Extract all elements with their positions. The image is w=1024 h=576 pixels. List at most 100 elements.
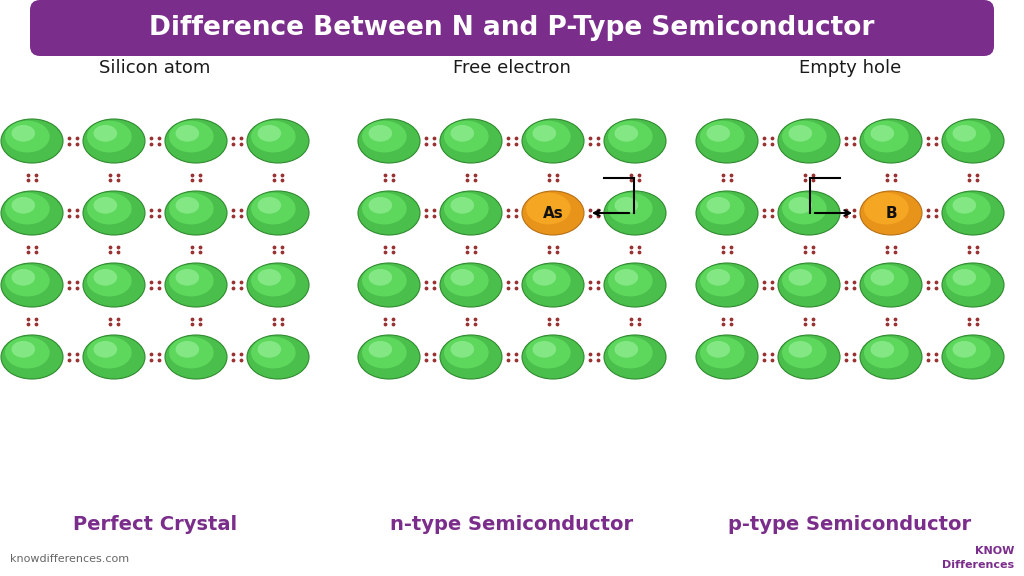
Ellipse shape	[526, 193, 570, 225]
Ellipse shape	[942, 335, 1004, 379]
Text: Empty hole: Empty hole	[799, 59, 901, 77]
Ellipse shape	[604, 335, 666, 379]
Ellipse shape	[526, 337, 570, 369]
Ellipse shape	[952, 269, 976, 286]
Ellipse shape	[5, 121, 50, 153]
Ellipse shape	[614, 341, 638, 358]
Ellipse shape	[247, 119, 309, 163]
Ellipse shape	[165, 119, 227, 163]
Ellipse shape	[604, 191, 666, 235]
Ellipse shape	[444, 265, 488, 297]
Ellipse shape	[782, 121, 826, 153]
Ellipse shape	[782, 337, 826, 369]
Ellipse shape	[614, 197, 638, 214]
Ellipse shape	[532, 341, 556, 358]
Ellipse shape	[778, 119, 840, 163]
Text: Silicon atom: Silicon atom	[99, 59, 211, 77]
Ellipse shape	[707, 125, 730, 142]
Ellipse shape	[700, 337, 744, 369]
Ellipse shape	[788, 341, 812, 358]
Ellipse shape	[251, 193, 296, 225]
Ellipse shape	[1, 263, 63, 307]
Ellipse shape	[946, 337, 990, 369]
Ellipse shape	[782, 265, 826, 297]
Ellipse shape	[532, 269, 556, 286]
Ellipse shape	[362, 265, 407, 297]
Ellipse shape	[864, 265, 908, 297]
Ellipse shape	[1, 335, 63, 379]
Ellipse shape	[788, 197, 812, 214]
Ellipse shape	[440, 191, 502, 235]
Text: knowdifferences.com: knowdifferences.com	[10, 554, 129, 564]
Ellipse shape	[169, 193, 214, 225]
Ellipse shape	[83, 119, 145, 163]
Text: Free electron: Free electron	[453, 59, 571, 77]
Ellipse shape	[696, 335, 758, 379]
Ellipse shape	[5, 265, 50, 297]
Text: Differences: Differences	[942, 560, 1014, 570]
Ellipse shape	[860, 119, 922, 163]
Ellipse shape	[952, 197, 976, 214]
Ellipse shape	[608, 193, 652, 225]
Ellipse shape	[946, 265, 990, 297]
Ellipse shape	[778, 263, 840, 307]
Ellipse shape	[864, 121, 908, 153]
Ellipse shape	[604, 263, 666, 307]
Ellipse shape	[522, 119, 584, 163]
Ellipse shape	[1, 119, 63, 163]
Ellipse shape	[444, 337, 488, 369]
Ellipse shape	[614, 125, 638, 142]
Ellipse shape	[778, 335, 840, 379]
Ellipse shape	[369, 125, 392, 142]
Ellipse shape	[83, 263, 145, 307]
Ellipse shape	[451, 269, 474, 286]
Ellipse shape	[608, 265, 652, 297]
Ellipse shape	[440, 263, 502, 307]
Ellipse shape	[358, 263, 420, 307]
Ellipse shape	[251, 265, 296, 297]
Ellipse shape	[93, 269, 117, 286]
Ellipse shape	[700, 121, 744, 153]
FancyBboxPatch shape	[30, 0, 994, 56]
Ellipse shape	[444, 193, 488, 225]
Ellipse shape	[1, 191, 63, 235]
Ellipse shape	[369, 269, 392, 286]
Ellipse shape	[165, 335, 227, 379]
Ellipse shape	[864, 193, 908, 225]
Ellipse shape	[604, 119, 666, 163]
Ellipse shape	[258, 341, 282, 358]
Ellipse shape	[870, 125, 894, 142]
Ellipse shape	[526, 121, 570, 153]
Ellipse shape	[258, 269, 282, 286]
Ellipse shape	[952, 341, 976, 358]
Ellipse shape	[860, 263, 922, 307]
Ellipse shape	[358, 335, 420, 379]
Ellipse shape	[5, 337, 50, 369]
Ellipse shape	[696, 119, 758, 163]
Ellipse shape	[532, 197, 556, 214]
Text: n-type Semiconductor: n-type Semiconductor	[390, 514, 634, 533]
Ellipse shape	[700, 265, 744, 297]
Ellipse shape	[696, 263, 758, 307]
Ellipse shape	[440, 335, 502, 379]
Ellipse shape	[860, 191, 922, 235]
Ellipse shape	[608, 337, 652, 369]
Ellipse shape	[451, 197, 474, 214]
Text: KNOW: KNOW	[975, 546, 1014, 556]
Ellipse shape	[175, 341, 199, 358]
Ellipse shape	[175, 269, 199, 286]
Ellipse shape	[707, 341, 730, 358]
Ellipse shape	[608, 121, 652, 153]
Ellipse shape	[251, 337, 296, 369]
Ellipse shape	[788, 269, 812, 286]
Ellipse shape	[696, 191, 758, 235]
Ellipse shape	[532, 125, 556, 142]
Ellipse shape	[369, 341, 392, 358]
Ellipse shape	[11, 197, 35, 214]
Ellipse shape	[11, 269, 35, 286]
Ellipse shape	[451, 341, 474, 358]
Ellipse shape	[169, 121, 214, 153]
Ellipse shape	[778, 191, 840, 235]
Ellipse shape	[169, 265, 214, 297]
Ellipse shape	[870, 197, 894, 214]
